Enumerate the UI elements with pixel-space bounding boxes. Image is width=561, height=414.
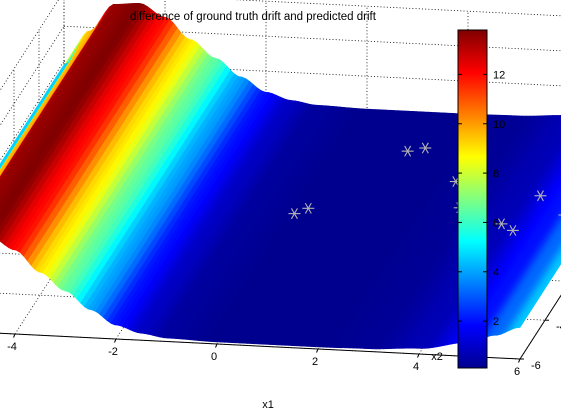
data-point-marker [302, 202, 315, 214]
x1-tick-mark [215, 343, 218, 348]
colorbar-bar [457, 29, 488, 369]
surface-strip [420, 131, 561, 349]
colorbar-tick-label: 10 [493, 119, 505, 131]
marker-stroke [536, 190, 544, 202]
y-axis-label: x2 [431, 351, 443, 363]
x1-tick-label: 2 [312, 356, 318, 368]
colorbar-tick-label: 6 [493, 217, 499, 229]
data-point-marker [506, 224, 519, 236]
grid-left-z [0, 60, 65, 162]
x1-tick-label: 4 [413, 361, 419, 373]
x1-tick-label: -2 [108, 346, 118, 358]
data-point-marker [401, 145, 414, 157]
colorbar-ticks: 2 4 6 8 10 12 [458, 69, 505, 328]
marker-stroke [421, 142, 429, 154]
colorbar-tick-label: 4 [493, 267, 499, 279]
data-point-marker [419, 142, 432, 154]
chart-title: difference of ground truth drift and pre… [130, 11, 377, 23]
marker-stroke [509, 224, 517, 236]
colorbar: 2 4 6 8 10 12 [457, 29, 505, 369]
marker-stroke [290, 208, 298, 220]
x1-tick-label: -4 [7, 341, 17, 353]
marker-stroke [304, 202, 312, 214]
colorbar-tick-label: 8 [493, 168, 499, 180]
surface-strip [0, 61, 69, 169]
marker-stroke [404, 145, 412, 157]
marker-stroke [498, 218, 505, 230]
colorbar-tick-label: 2 [493, 316, 499, 328]
surface-strip [417, 125, 561, 349]
x1-tick-mark [13, 333, 16, 338]
colorbar-tick-label: 12 [493, 69, 505, 81]
x1-tick-mark [316, 348, 319, 353]
x1-tick-label: 6 [514, 366, 520, 378]
grid-left-z [0, 25, 65, 127]
x1-tick-mark [417, 353, 420, 358]
data-point-marker [495, 218, 508, 230]
x1-tick-label: 0 [211, 351, 217, 363]
x-axis-label: x1 [262, 399, 274, 411]
data-point-marker [288, 208, 301, 220]
x2-tick-label: -4 [556, 321, 561, 333]
x2-tick-label: -6 [531, 360, 541, 372]
grid-left-z [0, 0, 59, 92]
data-point-marker [534, 190, 547, 202]
x1-tick-mark [518, 358, 521, 363]
x1-tick-mark [114, 338, 117, 343]
